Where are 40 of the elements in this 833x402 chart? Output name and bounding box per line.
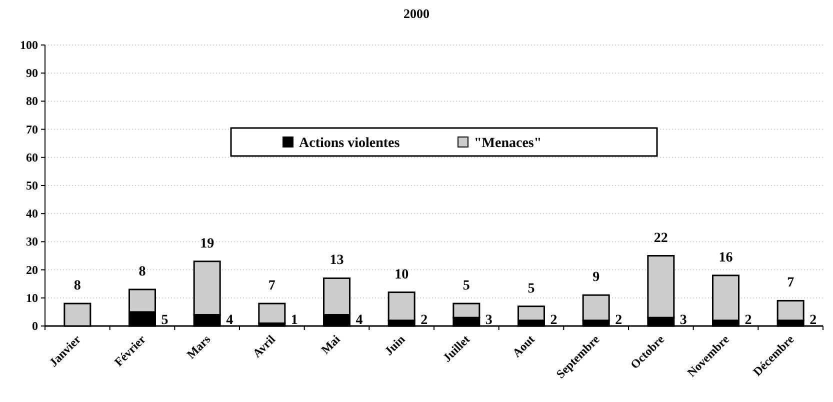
y-tick-label: 40 — [26, 206, 38, 221]
y-tick-label: 70 — [26, 122, 38, 136]
data-label: 4 — [226, 313, 234, 328]
data-label: 16 — [718, 250, 733, 266]
data-label: 2 — [420, 313, 428, 328]
data-label: 7 — [787, 276, 794, 291]
data-label: 4 — [356, 313, 363, 328]
data-label: 8 — [74, 278, 81, 294]
y-tick-label: 10 — [26, 290, 38, 305]
data-label: 2 — [744, 313, 752, 328]
data-label: 13 — [330, 253, 344, 268]
data-label: 1 — [290, 313, 298, 328]
legend-label: "Menaces" — [474, 136, 542, 151]
chart-title: 2000 — [404, 6, 430, 21]
data-label: 19 — [200, 236, 214, 252]
y-tick-label: 60 — [26, 150, 38, 164]
x-tick-label: Juin — [382, 332, 408, 358]
data-label: 8 — [138, 264, 146, 280]
y-tick-label: 50 — [26, 178, 38, 192]
data-label: 2 — [810, 313, 817, 328]
y-tick-label: 20 — [26, 262, 38, 277]
y-tick-label: 90 — [26, 66, 38, 80]
data-label: 22 — [654, 230, 668, 246]
y-tick-label: 30 — [26, 234, 38, 249]
data-label: 3 — [680, 313, 687, 328]
data-label: 10 — [394, 267, 409, 282]
y-tick-label: 100 — [20, 38, 38, 52]
data-label: 2 — [615, 313, 622, 328]
y-tick-label: 80 — [26, 94, 38, 108]
legend-label: Actions violentes — [299, 136, 400, 151]
data-label: 3 — [485, 313, 492, 328]
bar — [258, 302, 286, 324]
data-label: 5 — [462, 278, 470, 294]
y-tick-label: 0 — [32, 319, 38, 333]
data-label: 5 — [528, 281, 535, 296]
data-label: 7 — [268, 278, 276, 294]
data-label: 5 — [161, 313, 168, 328]
data-label: 9 — [592, 270, 600, 286]
data-label: 2 — [550, 313, 558, 328]
x-tick-label: Mai — [318, 332, 344, 357]
